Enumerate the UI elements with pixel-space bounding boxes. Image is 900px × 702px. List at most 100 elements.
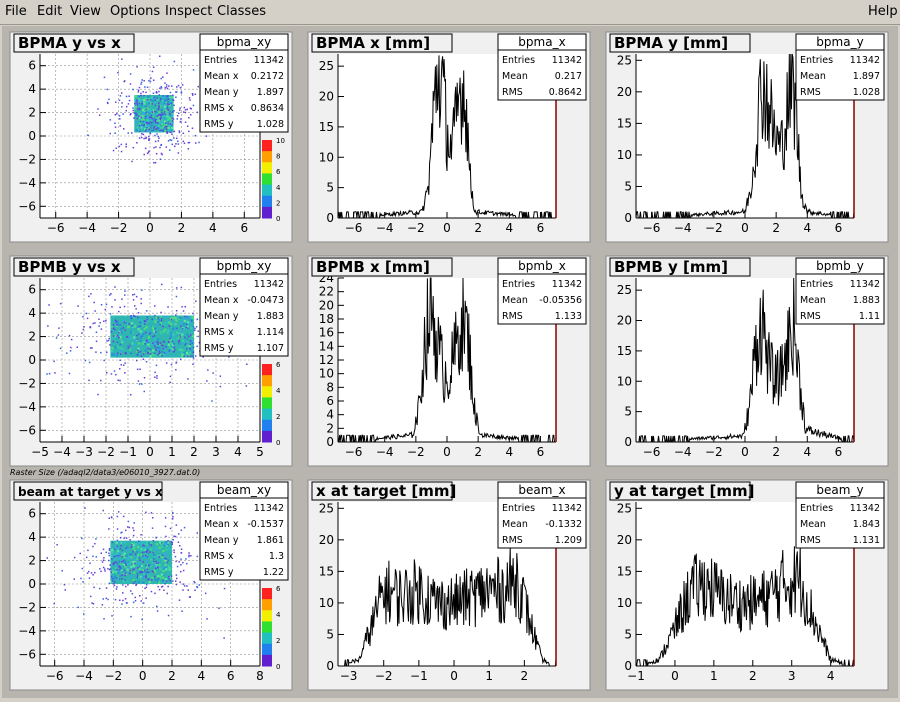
heatmap-cell [125, 537, 128, 539]
heatmap-cell [148, 345, 151, 348]
heatmap-cell [134, 102, 136, 105]
heatmap-cell [118, 565, 120, 567]
heatmap-cell [167, 100, 170, 104]
heatmap-cell [154, 99, 157, 101]
heatmap-cell [167, 543, 170, 546]
heatmap-cell [121, 102, 123, 104]
heatmap-cell [119, 537, 122, 539]
heatmap-cell [161, 585, 164, 588]
y-tick-label: 10 [319, 596, 334, 610]
heatmap-cell [114, 546, 117, 549]
heatmap-cell [145, 550, 148, 552]
heatmap-cell [125, 146, 127, 148]
y-tick-label: 15 [617, 116, 632, 130]
heatmap-cell [134, 596, 136, 599]
heatmap-cell [136, 99, 140, 102]
heatmap-cell [142, 353, 145, 355]
heatmap-cell [94, 542, 96, 545]
heatmap-cell [176, 331, 179, 334]
heatmap-cell [143, 128, 147, 131]
heatmap-cell [170, 115, 173, 118]
heatmap-cell [142, 125, 145, 128]
y-tick-label: 0 [624, 659, 632, 673]
heatmap-cell [140, 118, 143, 121]
heatmap-cell [99, 587, 101, 590]
y-tick-label: 0 [28, 129, 36, 143]
heatmap-cell [118, 115, 121, 117]
menu-inspect[interactable]: Inspect [165, 4, 213, 19]
heatmap-cell [122, 319, 125, 322]
heatmap-cell [70, 338, 73, 341]
heatmap-cell [128, 572, 131, 575]
heatmap-cell [166, 541, 170, 544]
menu-view[interactable]: View [70, 4, 101, 19]
heatmap-cell [114, 346, 117, 349]
heatmap-cell [171, 133, 173, 135]
heatmap-cell [165, 131, 168, 133]
root-canvas[interactable]: Raster Size (/adaql2/data3/e06010_3927.d… [2, 26, 898, 698]
heatmap-cell [165, 580, 168, 582]
stats-value: 11342 [850, 55, 880, 66]
heatmap-cell [178, 533, 180, 535]
heatmap-cell [183, 319, 186, 322]
heatmap-cell [83, 613, 85, 615]
x-tick-label: 2 [190, 445, 198, 459]
y-tick-label: 2 [28, 554, 36, 568]
heatmap-cell [162, 576, 165, 579]
heatmap-cell [197, 85, 199, 88]
heatmap-cell [137, 316, 140, 319]
heatmap-cell [100, 304, 103, 306]
menu-file[interactable]: File [5, 4, 27, 19]
heatmap-cell [81, 567, 84, 570]
heatmap-cell [167, 118, 170, 121]
heatmap-cell [136, 113, 138, 116]
menu-help[interactable]: Help [868, 4, 898, 19]
x-tick-label: 2 [772, 221, 780, 235]
heatmap-cell [171, 343, 174, 346]
heatmap-cell [170, 576, 173, 579]
plot-canvas[interactable]: Raster Size (/adaql2/data3/e06010_3927.d… [2, 26, 898, 698]
heatmap-cell [140, 534, 142, 536]
x-tick-label: −4 [674, 221, 692, 235]
heatmap-cell [192, 326, 195, 329]
heatmap-cell [142, 544, 144, 546]
menu-classes[interactable]: Classes [217, 4, 266, 19]
heatmap-cell [164, 113, 167, 116]
stats-key: Mean [800, 71, 826, 82]
heatmap-cell [196, 345, 198, 348]
x-tick-label: 2 [772, 445, 780, 459]
menu-edit[interactable]: Edit [37, 4, 63, 19]
heatmap-cell [142, 117, 145, 120]
y-tick-label: 20 [617, 314, 632, 328]
heatmap-cell [139, 123, 142, 126]
heatmap-cell [178, 599, 181, 601]
heatmap-cell [132, 546, 135, 550]
heatmap-cell [142, 95, 145, 99]
heatmap-cell [166, 124, 169, 128]
y-tick-label: 20 [319, 533, 334, 547]
palette-segment [262, 588, 272, 600]
heatmap-cell [103, 618, 105, 620]
heatmap-cell [146, 111, 148, 113]
heatmap-cell [166, 105, 169, 107]
heatmap-cell [145, 326, 148, 329]
chart-title: BPMB y vs x [18, 258, 121, 276]
heatmap-cell [156, 610, 159, 612]
heatmap-cell [147, 571, 150, 573]
x-tick-label: −1 [119, 445, 137, 459]
heatmap-cell [110, 575, 113, 578]
menu-options[interactable]: Options [110, 4, 161, 19]
heatmap-cell [175, 327, 178, 330]
heatmap-cell [131, 543, 134, 547]
heatmap-cell [165, 103, 168, 106]
heatmap-cell [135, 550, 138, 554]
